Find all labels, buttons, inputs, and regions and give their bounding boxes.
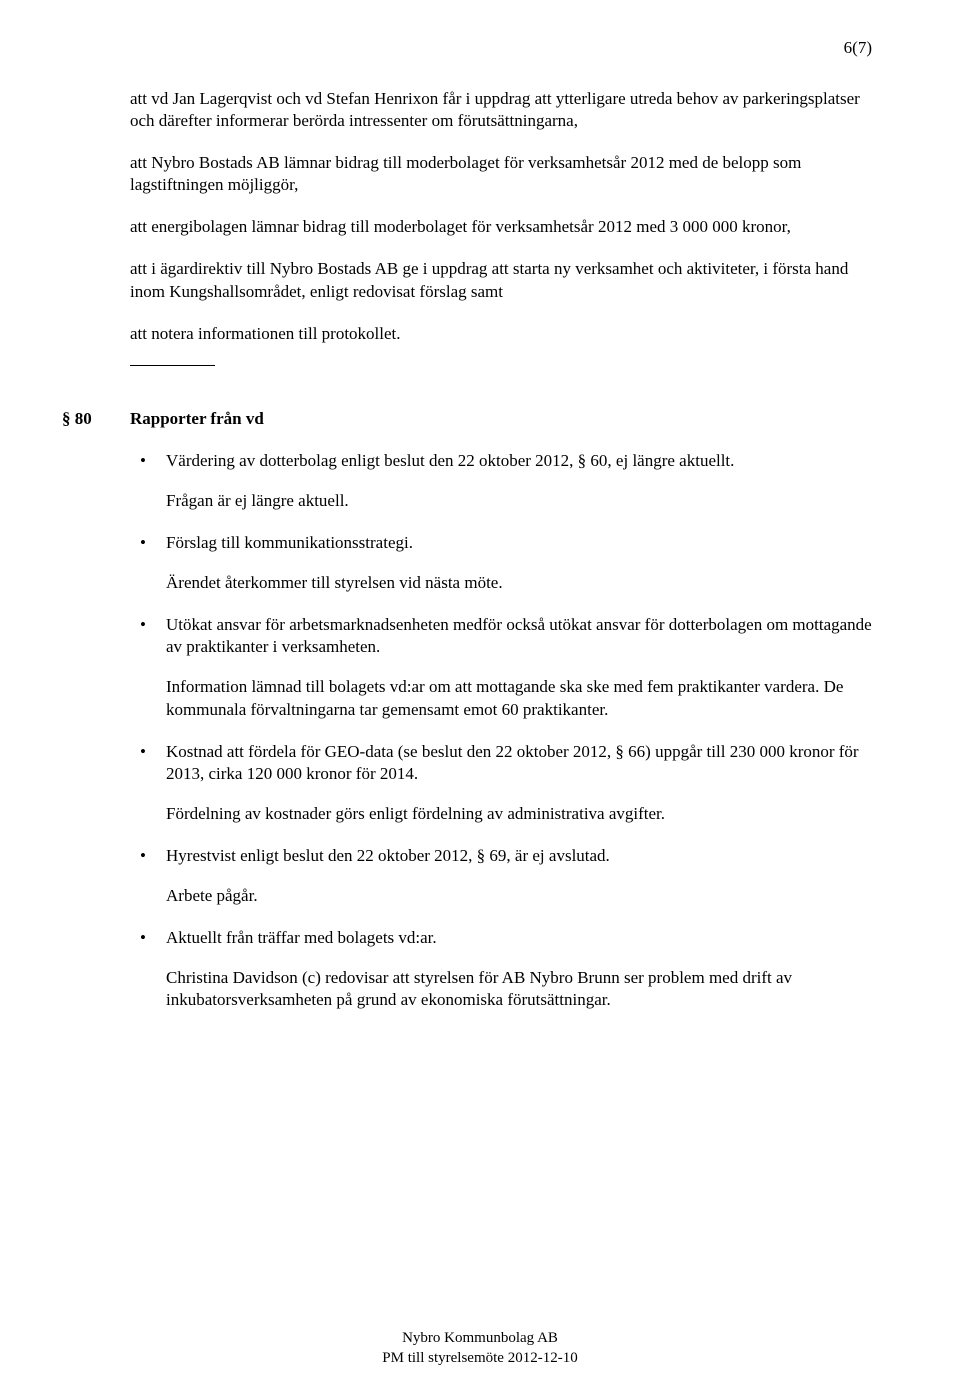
list-item-main: Aktuellt från träffar med bolagets vd:ar… [166,927,872,949]
list-item-sub: Frågan är ej längre aktuell. [166,490,872,512]
list-item: Förslag till kommunikationsstrategi. Äre… [130,532,872,594]
section-title: Rapporter från vd [130,408,264,430]
intro-paragraph-2: att Nybro Bostads AB lämnar bidrag till … [130,152,872,196]
list-item-main: Värdering av dotterbolag enligt beslut d… [166,450,872,472]
intro-paragraph-5: att notera informationen till protokolle… [130,323,872,345]
intro-paragraph-3: att energibolagen lämnar bidrag till mod… [130,216,872,238]
list-item-main: Utökat ansvar för arbetsmarknadsenheten … [166,614,872,658]
section-header: § 80 Rapporter från vd [130,408,872,430]
list-item: Utökat ansvar för arbetsmarknadsenheten … [130,614,872,720]
list-item: Kostnad att fördela för GEO-data (se bes… [130,741,872,825]
footer: Nybro Kommunbolag AB PM till styrelsemöt… [0,1329,960,1368]
list-item-sub: Information lämnad till bolagets vd:ar o… [166,676,872,720]
list-item: Hyrestvist enligt beslut den 22 oktober … [130,845,872,907]
list-item-sub: Fördelning av kostnader görs enligt förd… [166,803,872,825]
body-content: att vd Jan Lagerqvist och vd Stefan Henr… [130,88,872,1011]
list-item: Värdering av dotterbolag enligt beslut d… [130,450,872,512]
list-item-sub: Arbete pågår. [166,885,872,907]
page-number: 6(7) [844,38,872,58]
separator-line [130,365,215,366]
footer-line-2: PM till styrelsemöte 2012-12-10 [0,1349,960,1369]
footer-line-1: Nybro Kommunbolag AB [0,1329,960,1349]
list-item-main: Hyrestvist enligt beslut den 22 oktober … [166,845,872,867]
list-item-sub: Christina Davidson (c) redovisar att sty… [166,967,872,1011]
section-number: § 80 [62,408,106,430]
list-item: Aktuellt från träffar med bolagets vd:ar… [130,927,872,1011]
list-item-main: Kostnad att fördela för GEO-data (se bes… [166,741,872,785]
list-item-main: Förslag till kommunikationsstrategi. [166,532,872,554]
bullet-list: Värdering av dotterbolag enligt beslut d… [130,450,872,1012]
list-item-sub: Ärendet återkommer till styrelsen vid nä… [166,572,872,594]
intro-paragraph-1: att vd Jan Lagerqvist och vd Stefan Henr… [130,88,872,132]
intro-paragraph-4: att i ägardirektiv till Nybro Bostads AB… [130,258,872,302]
